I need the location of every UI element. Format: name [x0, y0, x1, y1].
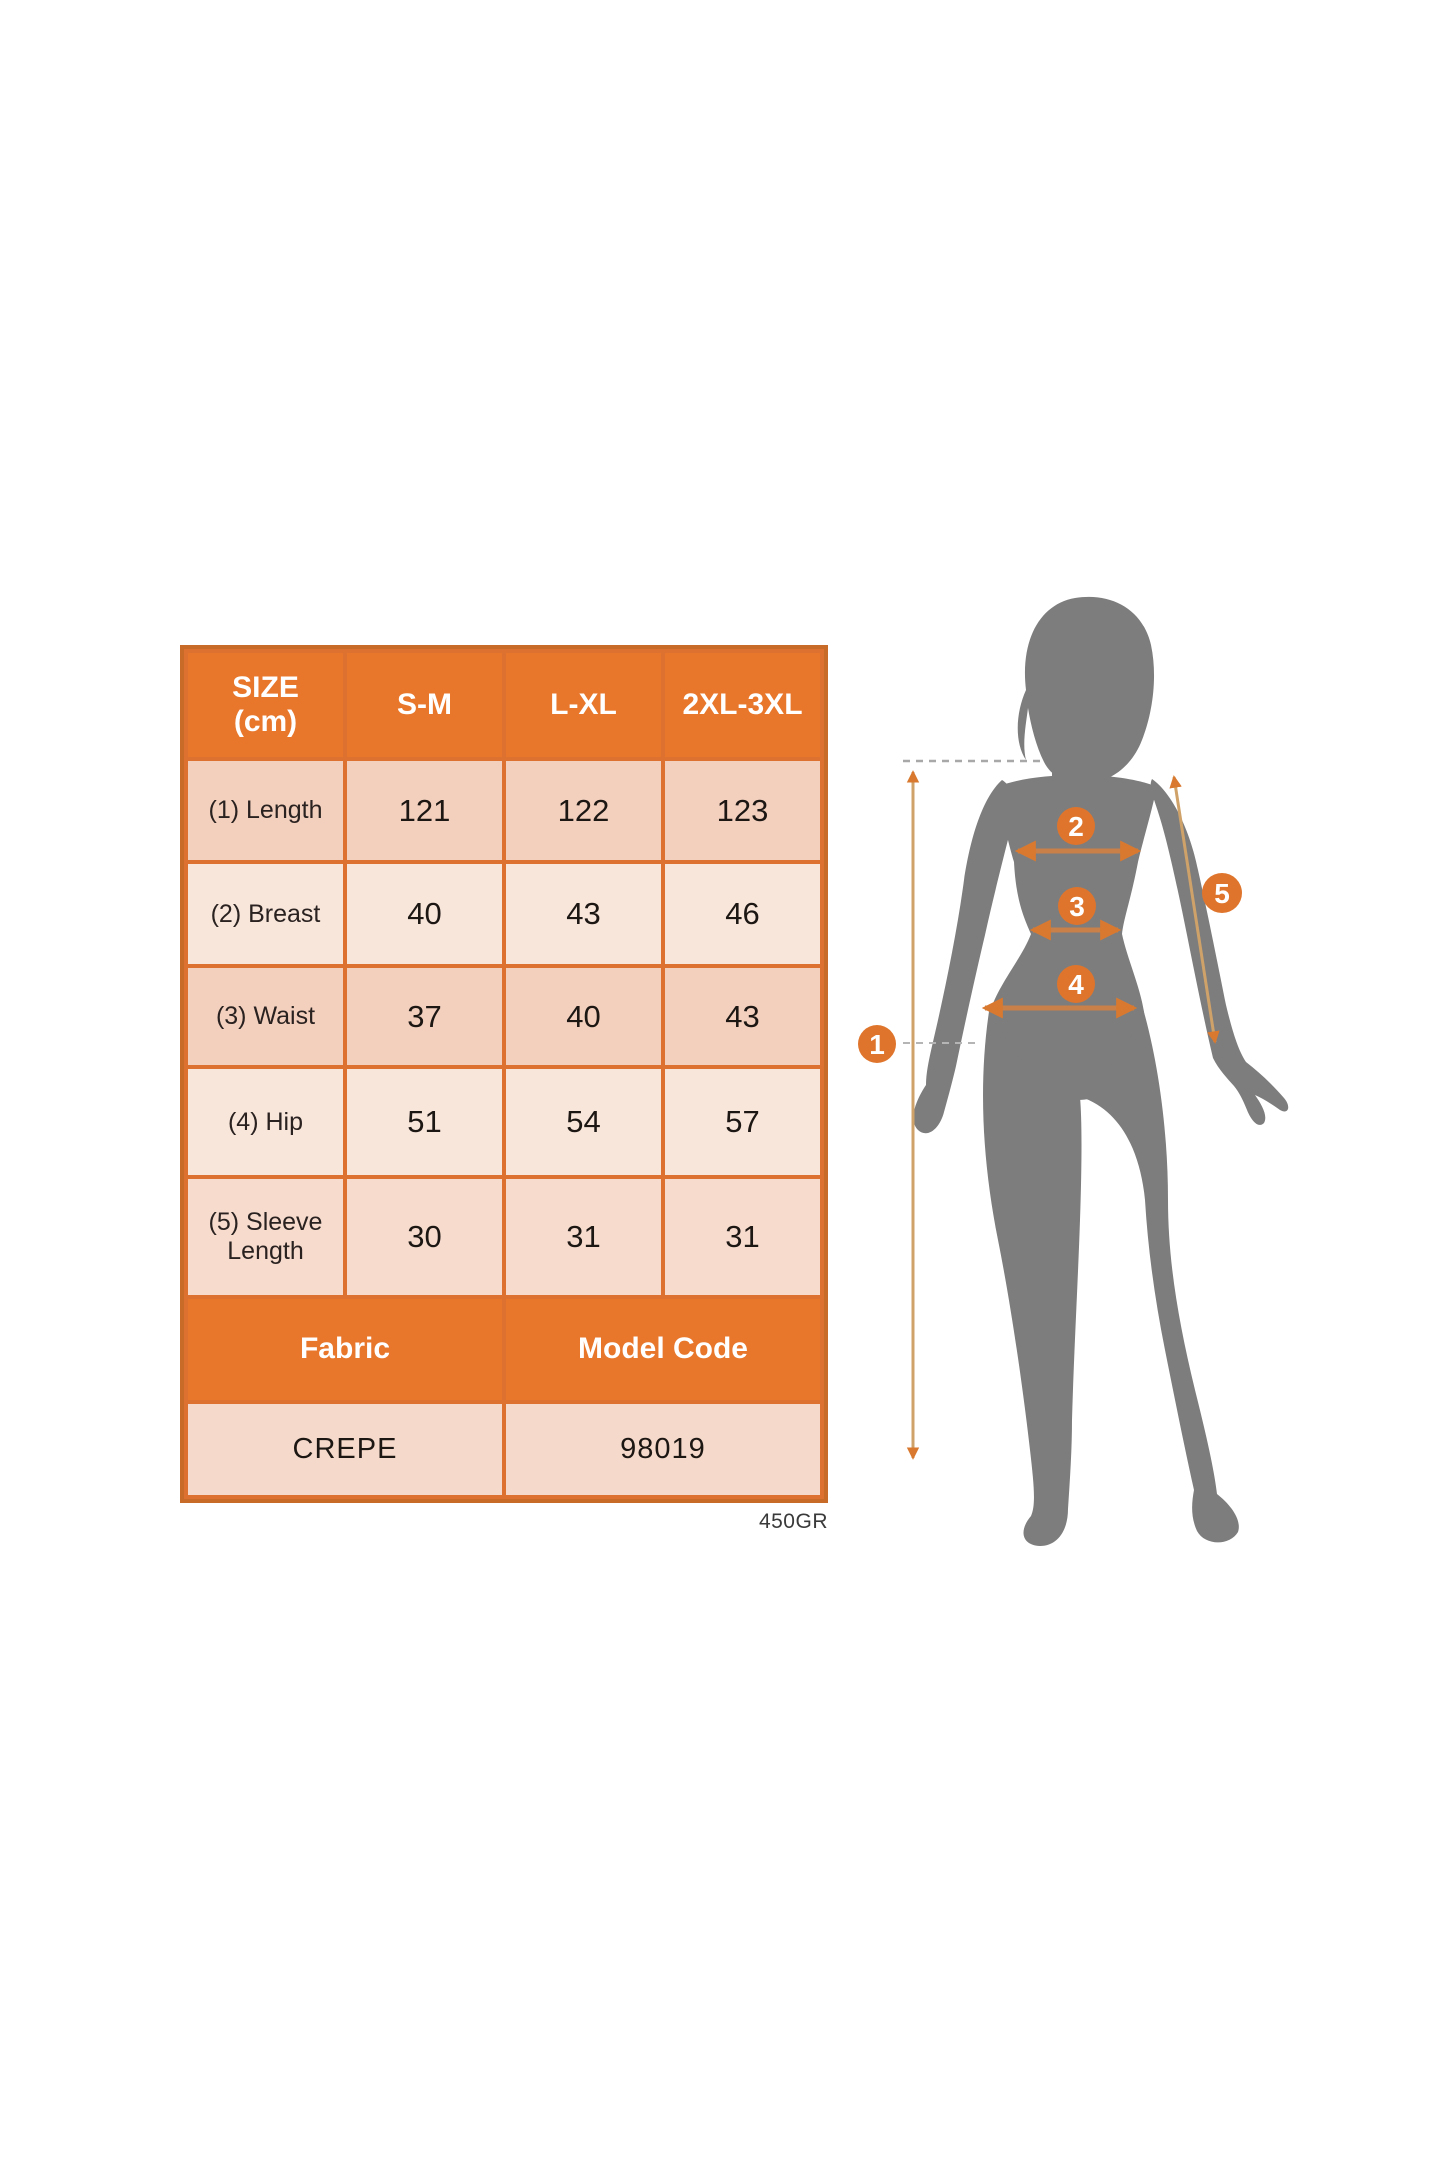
- silhouette-head: [1017, 596, 1155, 784]
- row-sleeve-label: (5) Sleeve Length: [188, 1179, 343, 1295]
- length-sm: 121: [347, 761, 502, 860]
- figure-svg: 1 2 3 4 5: [858, 596, 1289, 1546]
- hip-sm: 51: [347, 1069, 502, 1175]
- female-silhouette: [913, 596, 1289, 1546]
- marker-5-circle: [1202, 873, 1242, 913]
- fabric-value: CREPE: [188, 1404, 502, 1495]
- corner-line1: SIZE: [232, 670, 299, 704]
- length-2xl3xl: 123: [665, 761, 820, 860]
- waist-2xl3xl: 43: [665, 968, 820, 1065]
- row-hip-label: (4) Hip: [188, 1069, 343, 1175]
- length-lxl: 122: [506, 761, 661, 860]
- measurement-markers: 1 2 3 4 5: [858, 807, 1242, 1063]
- size-table-corner-header: SIZE (cm): [188, 653, 343, 757]
- model-code-header: Model Code: [506, 1299, 820, 1400]
- silhouette-right-leg: [1081, 1005, 1239, 1543]
- size-table: SIZE (cm) S-M L-XL 2XL-3XL (1) Length 12…: [180, 645, 828, 1503]
- sleeve-lxl: 31: [506, 1179, 661, 1295]
- model-code-value: 98019: [506, 1404, 820, 1495]
- hip-2xl3xl: 57: [665, 1069, 820, 1175]
- row-length-label: (1) Length: [188, 761, 343, 860]
- waist-lxl: 40: [506, 968, 661, 1065]
- silhouette-left-arm: [913, 780, 1014, 1134]
- breast-2xl3xl: 46: [665, 864, 820, 964]
- corner-line2: (cm): [233, 705, 298, 738]
- marker-3-label: 3: [1069, 891, 1085, 922]
- row-waist-label: (3) Waist: [188, 968, 343, 1065]
- column-header-lxl: L-XL: [506, 653, 661, 757]
- marker-2-label: 2: [1068, 811, 1084, 842]
- breast-sm: 40: [347, 864, 502, 964]
- marker-5-label: 5: [1214, 878, 1230, 909]
- row-breast-label: (2) Breast: [188, 864, 343, 964]
- marker-3-circle: [1058, 887, 1096, 925]
- silhouette-right-arm: [1150, 779, 1289, 1125]
- silhouette-neck: [1052, 730, 1108, 782]
- sleeve-arrow: [1169, 775, 1220, 1044]
- marker-4-circle: [1057, 965, 1095, 1003]
- sleeve-2xl3xl: 31: [665, 1179, 820, 1295]
- marker-1-circle: [858, 1025, 896, 1063]
- marker-2-circle: [1057, 807, 1095, 845]
- column-header-sm: S-M: [347, 653, 502, 757]
- body-measurement-diagram: 1 2 3 4 5: [840, 560, 1320, 1580]
- sleeve-sm: 30: [347, 1179, 502, 1295]
- marker-1-label: 1: [869, 1029, 885, 1060]
- marker-4-label: 4: [1068, 969, 1084, 1000]
- fabric-header: Fabric: [188, 1299, 502, 1400]
- column-header-2xl3xl: 2XL-3XL: [665, 653, 820, 757]
- hip-lxl: 54: [506, 1069, 661, 1175]
- weight-note: 450GR: [758, 1510, 828, 1533]
- silhouette-left-leg: [983, 1005, 1082, 1546]
- waist-sm: 37: [347, 968, 502, 1065]
- breast-lxl: 43: [506, 864, 661, 964]
